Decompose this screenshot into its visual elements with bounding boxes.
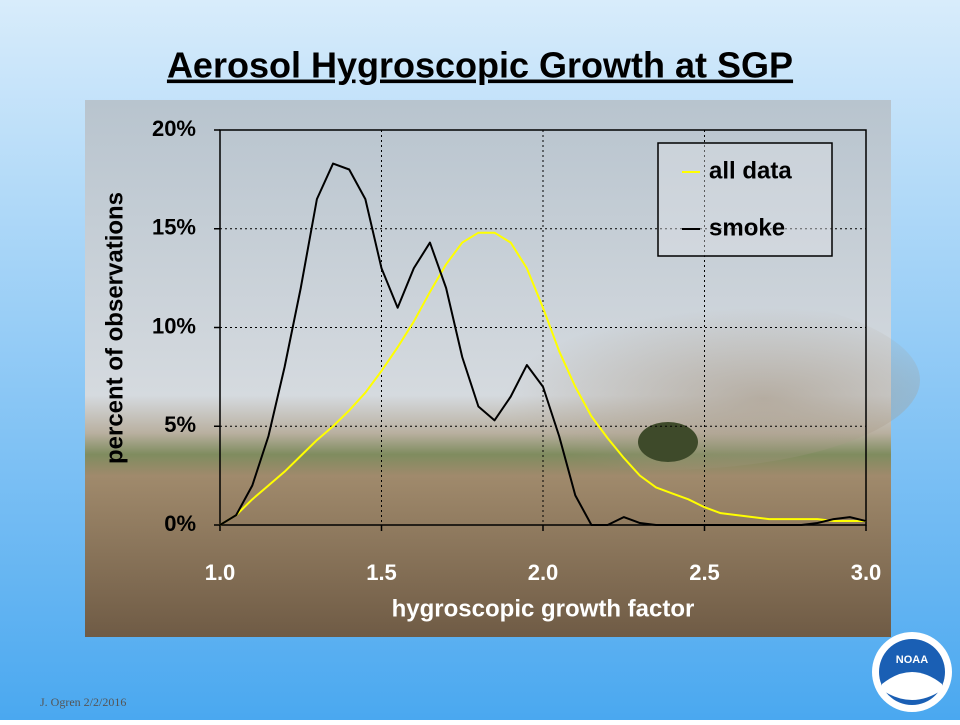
x-tick-label: 3.0 — [851, 560, 882, 585]
legend-label: all data — [709, 157, 792, 184]
y-tick-label: 20% — [152, 116, 196, 141]
y-tick-label: 5% — [164, 412, 196, 437]
x-tick-label: 2.0 — [528, 560, 559, 585]
chart-title: Aerosol Hygroscopic Growth at SGP — [167, 45, 793, 86]
x-axis-label: hygroscopic growth factor — [392, 595, 695, 622]
logo-text: NOAA — [896, 654, 928, 666]
legend-box — [657, 142, 833, 257]
series-line — [219, 231, 866, 526]
legend-label: smoke — [709, 214, 785, 241]
y-tick-label: 15% — [152, 215, 196, 240]
x-tick-label: 2.5 — [689, 560, 720, 585]
y-tick-label: 10% — [152, 313, 196, 338]
x-tick-label: 1.5 — [366, 560, 397, 585]
footer: J. Ogren 2/2/2016 — [40, 695, 126, 709]
series-line — [219, 162, 867, 526]
logo-bird — [882, 672, 942, 700]
tree — [638, 422, 698, 462]
y-axis-label: percent of observations — [101, 192, 128, 464]
legend: all data smoke — [657, 142, 833, 257]
y-tick-label: 0% — [164, 511, 196, 536]
smoke-cloud — [400, 290, 920, 470]
x-tick-label: 1.0 — [205, 560, 236, 585]
